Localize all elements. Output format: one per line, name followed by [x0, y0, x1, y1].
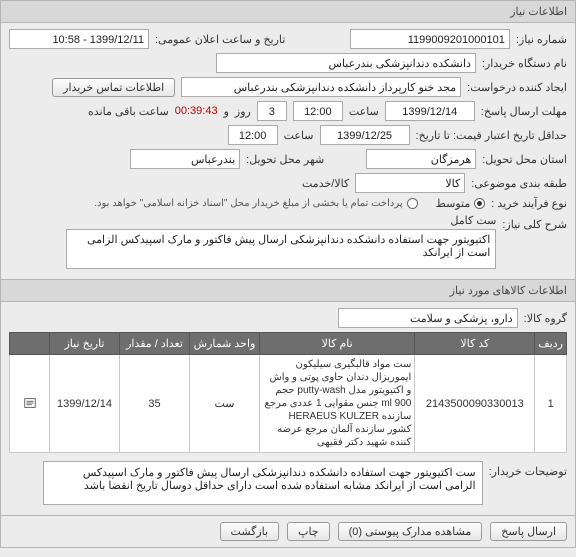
- th-qty: تعداد / مقدار: [120, 333, 190, 355]
- radio-medium-label: متوسط: [436, 197, 471, 210]
- buyer-org-value: دانشکده دندانپزشکی بندرعباس: [216, 53, 476, 73]
- th-actions: [10, 333, 50, 355]
- back-button[interactable]: بازگشت: [220, 522, 280, 541]
- budget-row-value: کالا: [355, 173, 465, 193]
- reply-button[interactable]: ارسال پاسخ: [490, 522, 567, 541]
- panel-title: اطلاعات نیاز: [1, 1, 575, 23]
- cell-row: 1: [535, 355, 567, 453]
- hour-label-1: ساعت: [349, 105, 379, 118]
- city-value: بندرعباس: [130, 149, 240, 169]
- set-full-label: ست کامل: [66, 214, 496, 227]
- desc-title-label: شرح کلی نیاز:: [502, 214, 567, 231]
- countdown-timer: 00:39:43: [175, 105, 218, 117]
- reply-hour-value: 12:00: [293, 101, 343, 121]
- th-code: کد کالا: [415, 333, 535, 355]
- city-label: شهر محل تحویل:: [246, 153, 324, 166]
- cell-date: 1399/12/14: [50, 355, 120, 453]
- th-row: ردیف: [535, 333, 567, 355]
- day-label: روز: [235, 105, 251, 118]
- reply-date-value: 1399/12/14: [385, 101, 475, 121]
- budget-row-label: طبقه بندی موضوعی:: [471, 177, 567, 190]
- buyer-notes-box[interactable]: ست اکتیویتور جهت استفاده دانشکده دندانپز…: [43, 461, 483, 505]
- th-date: تاریخ نیاز: [50, 333, 120, 355]
- cell-code: 2143500090330013: [415, 355, 535, 453]
- public-dt-label: تاریخ و ساعت اعلان عمومی:: [155, 33, 285, 46]
- goods-group-value: دارو، پزشکی و سلامت: [338, 308, 518, 328]
- attachments-button[interactable]: مشاهده مدارک پیوستی (0): [338, 522, 483, 541]
- province-label: استان محل تحویل:: [482, 153, 567, 166]
- public-dt-value: 1399/12/11 - 10:58: [9, 29, 149, 49]
- cell-qty: 35: [120, 355, 190, 453]
- creator-label: ایجاد کننده درخواست:: [467, 81, 567, 94]
- quote-hour-value: 12:00: [228, 125, 278, 145]
- reply-deadline-label: مهلت ارسال پاسخ:: [481, 105, 567, 118]
- items-section-title: اطلاعات کالاهای مورد نیاز: [1, 279, 575, 302]
- buy-type-radio[interactable]: متوسط: [436, 197, 486, 210]
- radio-note-icon: [407, 198, 418, 209]
- quote-date-value: 1399/12/25: [320, 125, 410, 145]
- table-row: 1 2143500090330013 ست مواد قالبگیری سیلی…: [10, 355, 567, 453]
- need-no-label: شماره نیاز:: [516, 33, 567, 46]
- need-description[interactable]: اکتیویتور جهت استفاده دانشکده دندانپزشکی…: [66, 229, 496, 269]
- cell-unit: ست: [190, 355, 260, 453]
- province-value: هرمزگان: [366, 149, 476, 169]
- buy-type-label: نوع فرآیند خرید :: [491, 197, 567, 210]
- buy-note-text: پرداخت تمام یا بخشی از مبلغ خریدار محل "…: [94, 198, 402, 209]
- cell-name: ست مواد قالبگیری سیلیکون ایموریزال دندان…: [260, 355, 415, 453]
- and-label: و: [224, 105, 229, 118]
- need-no-value: 1199009201000101: [350, 29, 510, 49]
- buy-note-check[interactable]: پرداخت تمام یا بخشی از مبلغ خریدار محل "…: [94, 198, 417, 209]
- th-unit: واحد شمارش: [190, 333, 260, 355]
- buyer-org-label: نام دستگاه خریدار:: [482, 57, 567, 70]
- creator-value: مجد خنو کارپرداز دانشکده دندانپزشکی بندر…: [181, 77, 461, 97]
- cell-actions: [10, 355, 50, 453]
- goods-service-label: کالا/خدمت: [302, 177, 349, 190]
- remaining-label: ساعت باقی مانده: [88, 105, 169, 118]
- buyer-contact-button[interactable]: اطلاعات تماس خریدار: [52, 78, 175, 97]
- days-left-value: 3: [257, 101, 287, 121]
- quote-validity-label: حداقل تاریخ اعتبار قیمت: تا تاریخ:: [416, 129, 567, 142]
- print-button[interactable]: چاپ: [287, 522, 330, 541]
- th-name: نام کالا: [260, 333, 415, 355]
- items-table: ردیف کد کالا نام کالا واحد شمارش تعداد /…: [9, 332, 567, 453]
- hour-label-2: ساعت: [284, 129, 314, 142]
- radio-medium-icon: [474, 198, 485, 209]
- view-row-icon[interactable]: [22, 395, 38, 411]
- buyer-notes-label: توضیحات خریدار:: [489, 461, 567, 478]
- goods-group-label: گروه کالا:: [524, 312, 567, 325]
